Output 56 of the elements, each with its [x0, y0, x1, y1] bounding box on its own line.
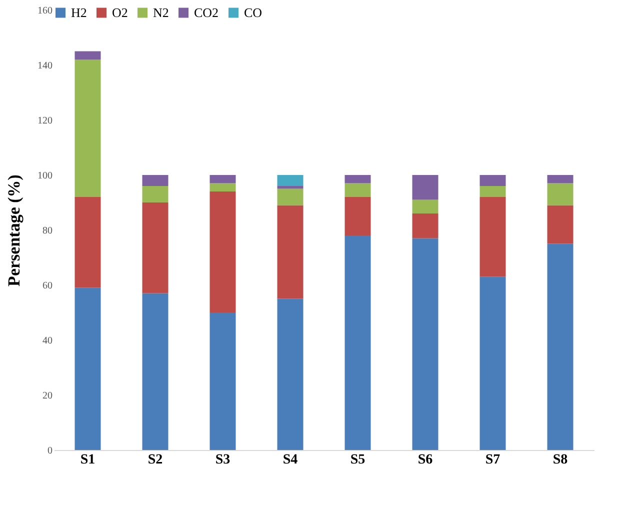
x-tick-label: S8 — [552, 452, 568, 468]
bar — [547, 183, 574, 206]
bar — [480, 186, 506, 197]
bar — [344, 236, 371, 450]
x-tick-label: S1 — [80, 452, 96, 468]
bar — [277, 186, 304, 189]
y-tick-label: 0 — [48, 446, 52, 456]
bar — [344, 175, 371, 184]
bar — [480, 276, 506, 450]
bar — [412, 200, 438, 214]
bar — [547, 244, 574, 450]
y-tick-label: 100 — [38, 170, 52, 182]
legend-label: O2 — [112, 4, 128, 20]
bar — [210, 183, 236, 192]
bar — [344, 183, 371, 197]
y-tick-label: 160 — [38, 6, 52, 16]
x-tick-label: S2 — [148, 452, 163, 468]
bar — [142, 202, 168, 294]
y-tick-label: 140 — [38, 60, 52, 72]
y-axis-title: Persentage (%) — [4, 174, 24, 286]
bar — [277, 175, 304, 186]
legend-label: CO2 — [194, 4, 219, 20]
bar — [277, 205, 304, 299]
bar — [142, 293, 168, 450]
bar — [210, 312, 236, 450]
x-tick-label: S6 — [418, 452, 433, 468]
bar — [142, 186, 168, 202]
bar — [277, 298, 304, 450]
legend-label: H2 — [71, 4, 87, 20]
bar — [210, 175, 236, 184]
bar — [547, 175, 574, 184]
bar — [344, 197, 371, 236]
legend-label: CO — [244, 4, 262, 20]
y-tick-label: 40 — [42, 336, 52, 346]
bar — [412, 175, 438, 200]
bar — [74, 51, 101, 60]
x-tick-label: S7 — [485, 452, 500, 468]
bar — [277, 188, 304, 206]
bar — [412, 238, 438, 450]
y-tick-label: 120 — [38, 116, 52, 126]
bar — [74, 197, 101, 288]
legend-label: N2 — [153, 4, 169, 20]
x-tick-label: S4 — [282, 452, 298, 468]
bar — [547, 205, 574, 244]
x-tick-label: S5 — [350, 452, 366, 468]
bar — [142, 175, 168, 186]
y-tick-label: 60 — [42, 280, 52, 292]
bar — [210, 192, 236, 312]
bar — [480, 175, 506, 186]
y-tick-label: 80 — [42, 226, 52, 236]
bar — [412, 214, 438, 238]
bar — [74, 60, 101, 197]
x-tick-label: S3 — [215, 452, 230, 468]
bar — [480, 197, 506, 277]
bar — [74, 288, 101, 450]
y-tick-label: 20 — [42, 390, 52, 402]
